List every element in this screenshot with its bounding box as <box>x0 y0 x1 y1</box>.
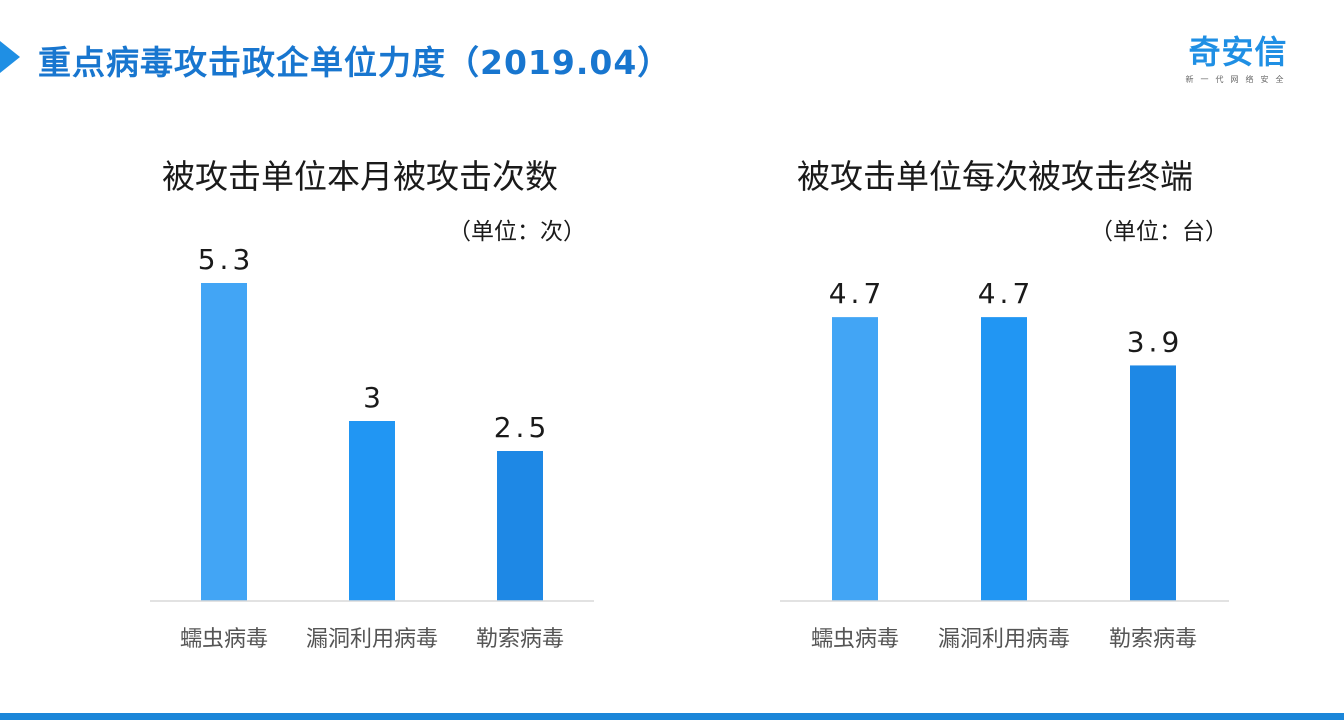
chart-bars: 5.3 蠕虫病毒 3 漏洞利用病毒 2.5 勒索病毒 <box>180 243 564 652</box>
bar-1 <box>349 421 395 601</box>
data-label-2: 2.5 <box>494 411 551 444</box>
chart-unit-label: （单位：台） <box>1090 219 1228 245</box>
data-label-0: 5.3 <box>198 243 255 276</box>
category-label-2: 勒索病毒 <box>1109 627 1197 652</box>
data-label-2: 3.9 <box>1127 325 1184 358</box>
category-label-1: 漏洞利用病毒 <box>306 627 438 652</box>
data-label-0: 4.7 <box>829 277 886 310</box>
category-label-0: 蠕虫病毒 <box>180 627 268 652</box>
logo-tagline: 新一代网络安全 <box>1185 75 1291 84</box>
category-label-0: 蠕虫病毒 <box>811 627 899 652</box>
bottom-accent-bar <box>0 713 1344 720</box>
data-label-1: 4.7 <box>978 277 1035 310</box>
bar-0 <box>201 283 247 601</box>
bar-2 <box>497 451 543 601</box>
page-title: 重点病毒攻击政企单位力度（2019.04） <box>38 43 672 82</box>
bar-1 <box>981 317 1027 601</box>
category-label-2: 勒索病毒 <box>476 627 564 652</box>
logo-main-text: 奇安信 <box>1188 33 1288 71</box>
data-label-1: 3 <box>363 381 385 414</box>
title-arrow-icon <box>0 41 20 73</box>
chart-title: 被攻击单位每次被攻击终端 <box>797 157 1193 196</box>
chart-unit-label: （单位：次） <box>448 219 586 245</box>
chart-bars: 4.7 蠕虫病毒 4.7 漏洞利用病毒 3.9 勒索病毒 <box>811 277 1197 652</box>
category-label-1: 漏洞利用病毒 <box>938 627 1070 652</box>
chart-title: 被攻击单位本月被攻击次数 <box>162 157 558 196</box>
brand-logo: 奇安信 新一代网络安全 <box>1176 34 1300 85</box>
chart-terminals-per-attack: 被攻击单位每次被攻击终端 （单位：台） 4.7 蠕虫病毒 4.7 漏洞利用病毒 3.9 勒… <box>780 157 1229 652</box>
bar-0 <box>832 317 878 601</box>
chart-attacks-per-unit: 被攻击单位本月被攻击次数 （单位：次） 5.3 蠕虫病毒 3 漏洞利用病毒 2.5 勒索病… <box>150 157 594 652</box>
bar-2 <box>1130 365 1176 601</box>
